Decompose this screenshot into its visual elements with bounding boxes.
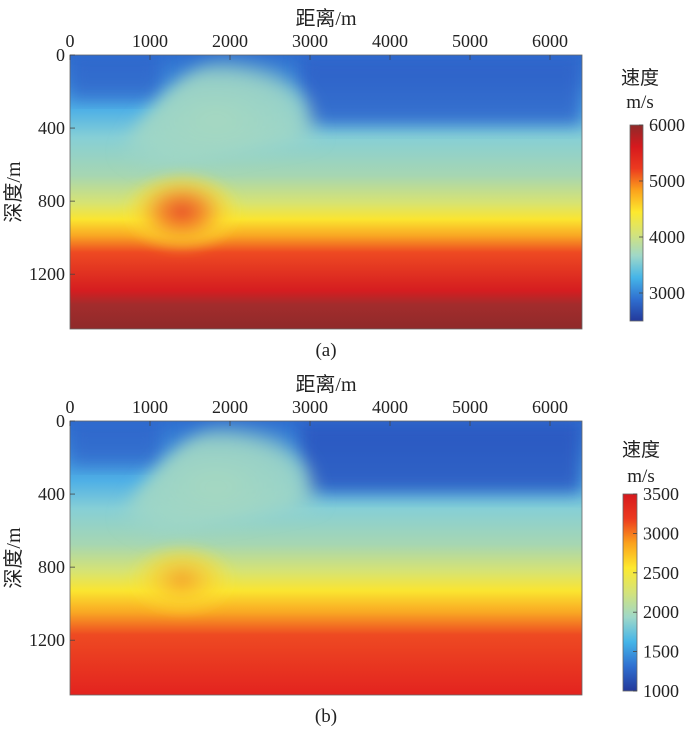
y-tick-label-b: 0 bbox=[56, 411, 65, 431]
colorbar-tick-label-b: 3500 bbox=[643, 484, 679, 504]
colorbar-tick-label-b: 1500 bbox=[643, 642, 679, 662]
panel-a: 距离/m 0 1000 2000 3000 4000 5000 6000 0 400 800 12… bbox=[2, 7, 685, 361]
y-tick-label-a: 0 bbox=[56, 45, 65, 65]
x-tick-label-a: 2000 bbox=[212, 31, 248, 51]
colorbar-ticks-a: 6000 5000 4000 3000 bbox=[639, 115, 685, 303]
x-ticks-a: 0 1000 2000 3000 4000 5000 6000 bbox=[66, 31, 568, 60]
x-tick-label-a: 1000 bbox=[132, 31, 168, 51]
x-tick-label-b: 0 bbox=[66, 397, 75, 417]
colorbar-ticks-b: 3500 3000 2500 2000 1500 1000 bbox=[633, 484, 679, 701]
y-axis-title-b: 深度/m bbox=[2, 527, 25, 589]
x-axis-title-b: 距离/m bbox=[295, 373, 357, 396]
colorbar-tick-label-b: 3000 bbox=[643, 523, 679, 543]
x-ticks-b: 0 1000 2000 3000 4000 5000 6000 bbox=[66, 397, 568, 426]
plot-frame-b bbox=[69, 420, 583, 696]
colorbar-tick-label-a: 5000 bbox=[649, 171, 685, 191]
x-tick-label-a: 6000 bbox=[532, 31, 568, 51]
colorbar-tick-label-a: 6000 bbox=[649, 115, 685, 135]
colorbar-tick-label-a: 4000 bbox=[649, 227, 685, 247]
x-tick-label-a: 4000 bbox=[372, 31, 408, 51]
x-tick-label-b: 3000 bbox=[292, 397, 328, 417]
y-axis-title-a: 深度/m bbox=[2, 161, 25, 223]
heatmap-a bbox=[70, 55, 582, 329]
colorbar-a: 速度 m/s 6000 5000 4000 3000 bbox=[621, 67, 685, 322]
x-axis-title-a: 距离/m bbox=[295, 7, 357, 30]
shallow-low-velocity-left-a bbox=[70, 55, 160, 100]
dome-b bbox=[110, 421, 322, 541]
y-tick-label-a: 400 bbox=[38, 118, 65, 138]
shallow-low-velocity-left-b bbox=[70, 421, 160, 466]
y-tick-label-a: 800 bbox=[38, 191, 65, 211]
y-tick-label-a: 1200 bbox=[29, 264, 65, 284]
y-tick-label-b: 800 bbox=[38, 557, 65, 577]
anomaly-b bbox=[127, 542, 237, 618]
y-ticks-b: 0 400 800 1200 bbox=[29, 411, 75, 650]
colorbar-title-a: 速度 bbox=[621, 67, 659, 89]
caption-b: (b) bbox=[315, 706, 337, 727]
y-tick-label-b: 400 bbox=[38, 484, 65, 504]
y-tick-label-b: 1200 bbox=[29, 630, 65, 650]
colorbar-unit-a: m/s bbox=[626, 92, 653, 113]
colorbar-bar-a bbox=[629, 124, 644, 322]
x-tick-label-b: 2000 bbox=[212, 397, 248, 417]
shallow-low-velocity-b bbox=[300, 421, 582, 493]
panel-b: 距离/m 0 1000 2000 3000 4000 5000 6000 0 400 800 12… bbox=[2, 373, 679, 727]
colorbar-tick-label-b: 2000 bbox=[643, 602, 679, 622]
colorbar-tick-label-b: 1000 bbox=[643, 681, 679, 701]
colorbar-tick-label-a: 3000 bbox=[649, 283, 685, 303]
x-tick-label-b: 1000 bbox=[132, 397, 168, 417]
heatmap-b bbox=[70, 421, 582, 695]
anomaly-a bbox=[122, 170, 242, 254]
y-ticks-a: 0 400 800 1200 bbox=[29, 45, 75, 284]
x-tick-label-a: 3000 bbox=[292, 31, 328, 51]
dome-a bbox=[110, 55, 322, 175]
caption-a: (a) bbox=[315, 340, 336, 361]
x-tick-label-b: 5000 bbox=[452, 397, 488, 417]
colorbar-b: 速度 m/s 3500 3000 2500 2000 1500 1000 bbox=[622, 439, 679, 701]
x-tick-label-a: 5000 bbox=[452, 31, 488, 51]
x-tick-label-a: 0 bbox=[66, 31, 75, 51]
colorbar-tick-label-b: 2500 bbox=[643, 563, 679, 583]
shallow-low-velocity-a bbox=[300, 55, 582, 125]
colorbar-title-b: 速度 bbox=[622, 439, 660, 461]
x-tick-label-b: 4000 bbox=[372, 397, 408, 417]
colorbar-unit-b: m/s bbox=[627, 466, 654, 487]
colorbar-bar-b bbox=[622, 493, 638, 692]
x-tick-label-b: 6000 bbox=[532, 397, 568, 417]
plot-frame-a bbox=[69, 54, 583, 330]
